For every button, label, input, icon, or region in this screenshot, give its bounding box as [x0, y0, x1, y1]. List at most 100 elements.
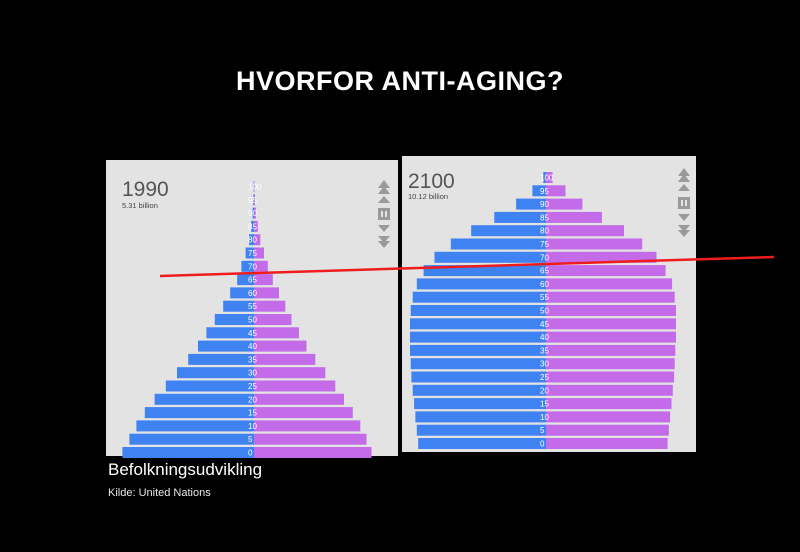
- age-label: 25: [540, 373, 549, 382]
- bar-left-age-85: [494, 211, 546, 223]
- bar-right-age-75: [546, 238, 643, 250]
- bar-left-age-15: [144, 407, 254, 419]
- bar-left-age-80: [249, 234, 254, 246]
- pause-icon-bar-left: [381, 211, 383, 217]
- fast-forward-up-icon[interactable]: [678, 168, 690, 176]
- chart-caption: Befolkningsudvikling: [108, 460, 263, 479]
- age-label: 60: [540, 280, 549, 289]
- bar-right-age-75: [254, 247, 264, 259]
- age-label: 65: [248, 276, 257, 285]
- panel-population: 5.31 billion: [122, 201, 158, 210]
- bar-left-age-60: [416, 278, 546, 290]
- bar-left-age-55: [223, 300, 254, 312]
- bar-right-age-15: [254, 407, 353, 419]
- bar-left-age-35: [410, 344, 546, 356]
- age-label: 90: [540, 200, 549, 209]
- fast-forward-down-icon[interactable]: [378, 236, 390, 243]
- bar-left-age-0: [418, 438, 546, 449]
- bar-left-age-85: [251, 220, 254, 232]
- age-label: 55: [540, 293, 549, 302]
- bar-right-age-50: [546, 305, 676, 316]
- bar-left-age-10: [136, 420, 254, 432]
- age-label: 80: [540, 227, 549, 236]
- age-label: 95: [248, 196, 257, 205]
- step-down-icon[interactable]: [678, 214, 690, 221]
- step-up-icon[interactable]: [378, 196, 390, 203]
- pyramid-bars: [410, 172, 676, 449]
- age-65-marker-line: [159, 255, 775, 278]
- bar-right-age-100: [254, 181, 255, 192]
- age-label: 70: [540, 253, 549, 262]
- age-label: 30: [540, 360, 549, 369]
- bar-left-age-80: [471, 225, 546, 237]
- bar-right-age-45: [546, 318, 676, 330]
- bar-left-age-20: [412, 384, 546, 396]
- bar-left-age-45: [206, 327, 254, 339]
- slide-title: HVORFOR ANTI-AGING?: [236, 66, 564, 96]
- bar-left-age-40: [410, 331, 546, 343]
- fast-forward-down-icon[interactable]: [678, 225, 690, 232]
- bar-right-age-25: [546, 371, 675, 383]
- age-label: 65: [540, 267, 549, 276]
- pause-button[interactable]: [678, 197, 690, 209]
- bar-right-age-10: [254, 420, 361, 432]
- bar-right-age-40: [546, 331, 676, 343]
- age-label: 70: [248, 262, 257, 271]
- pyramid-panel-1990: 1990 5.31 billion 1009590858075706560555…: [106, 160, 398, 458]
- bar-left-age-5: [129, 433, 254, 445]
- age-label: 35: [248, 355, 257, 364]
- step-down-icon[interactable]: [378, 225, 390, 232]
- age-label: 50: [540, 307, 549, 316]
- fast-forward-up-icon-2[interactable]: [378, 186, 390, 194]
- age-label: 10: [540, 413, 549, 422]
- bar-right-age-85: [254, 220, 258, 232]
- age-label: 55: [248, 302, 257, 311]
- pause-icon-bar-right: [685, 200, 687, 206]
- bar-right-age-90: [254, 207, 256, 219]
- bar-left-age-95: [253, 194, 254, 206]
- age-label: 50: [248, 316, 257, 325]
- age-label: 25: [248, 382, 257, 391]
- bar-right-age-55: [254, 300, 286, 312]
- bar-left-age-55: [412, 291, 546, 303]
- age-label: 60: [248, 289, 257, 298]
- playback-controls: [678, 168, 690, 237]
- bar-left-age-95: [532, 185, 546, 197]
- bar-left-age-70: [241, 260, 254, 272]
- age-label: 35: [540, 346, 549, 355]
- age-label: 45: [248, 329, 257, 338]
- bar-left-age-45: [410, 318, 546, 330]
- pause-icon-bar-right: [385, 211, 387, 217]
- bar-right-age-55: [546, 291, 675, 303]
- age-label: 10: [248, 422, 257, 431]
- fast-forward-down-icon-2[interactable]: [678, 230, 690, 237]
- bar-right-age-65: [546, 265, 666, 277]
- pause-button[interactable]: [378, 208, 390, 220]
- bar-left-age-90: [252, 207, 254, 219]
- age-label: 85: [540, 213, 549, 222]
- bar-right-age-5: [546, 424, 669, 436]
- bar-right-age-50: [254, 314, 292, 325]
- bar-right-age-0: [546, 438, 668, 449]
- age-label: 5: [540, 426, 545, 435]
- bar-right-age-15: [546, 398, 672, 410]
- age-label: 0: [540, 440, 545, 449]
- step-up-icon[interactable]: [678, 184, 690, 191]
- age-label: 40: [540, 333, 549, 342]
- bar-right-age-0: [254, 447, 372, 458]
- bar-right-age-35: [546, 344, 676, 356]
- bar-left-age-70: [434, 251, 546, 263]
- bar-left-age-75: [450, 238, 546, 250]
- age-label: 15: [540, 400, 549, 409]
- bar-right-age-30: [546, 358, 675, 370]
- fast-forward-up-icon[interactable]: [378, 180, 390, 188]
- age-labels: 1009590858075706560555045403530252015105…: [248, 183, 262, 458]
- panel-year: 1990: [122, 178, 169, 201]
- fast-forward-up-icon-2[interactable]: [678, 174, 690, 182]
- bar-right-age-80: [546, 225, 624, 237]
- bar-left-age-75: [245, 247, 254, 259]
- pyramid-bars: [122, 181, 372, 458]
- age-labels: 1009590858075706560555045403530252015105…: [540, 174, 554, 449]
- fast-forward-down-icon-2[interactable]: [378, 241, 390, 248]
- bar-left-age-5: [416, 424, 546, 436]
